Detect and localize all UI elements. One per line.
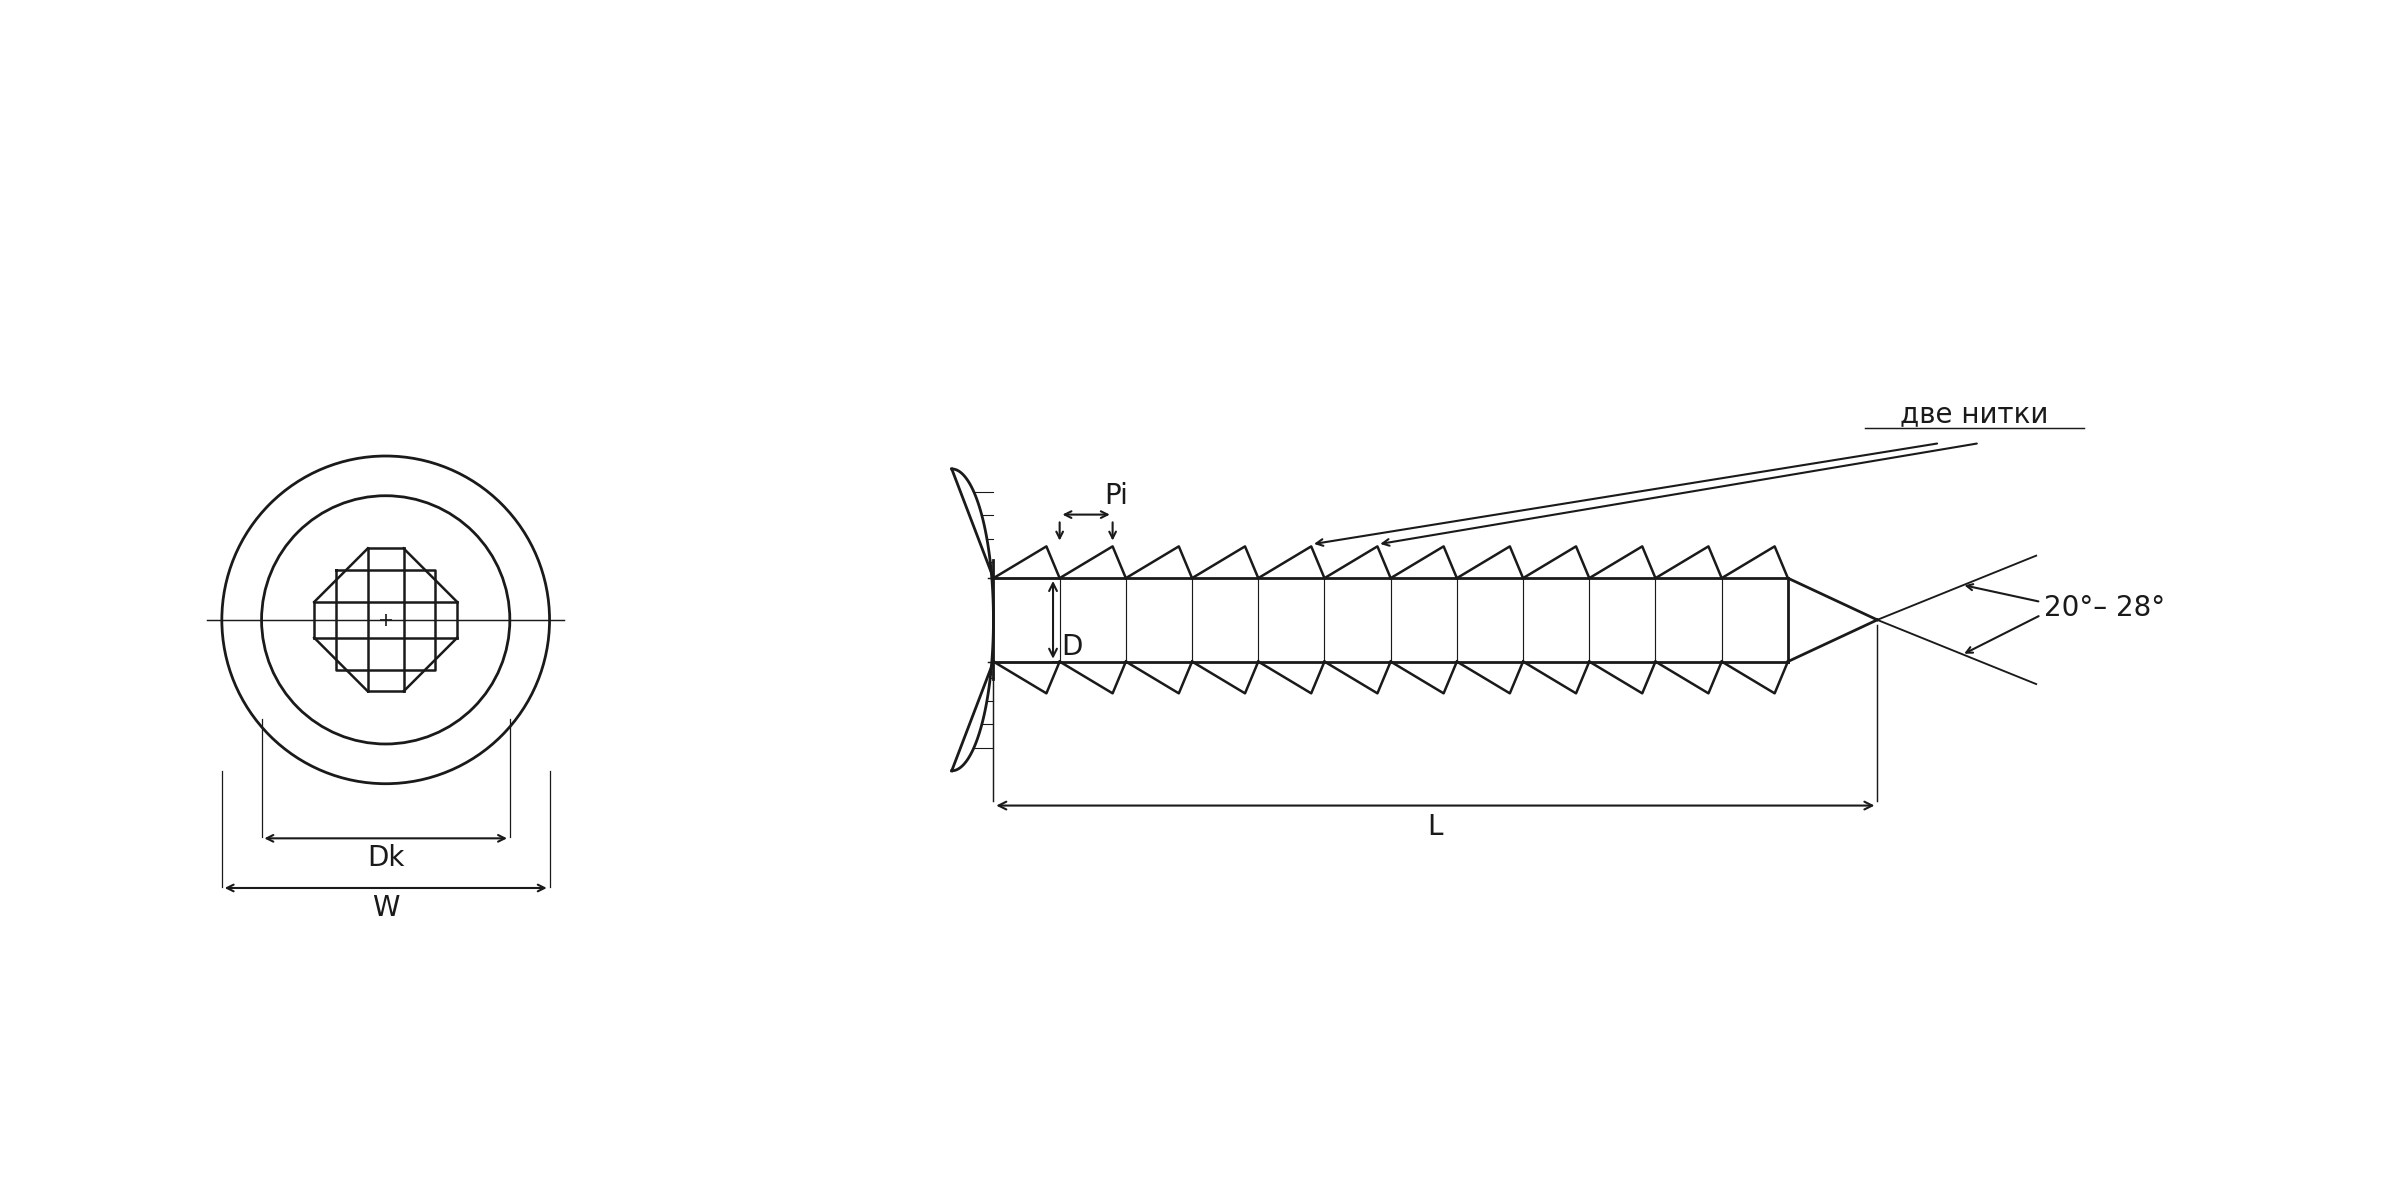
Text: L: L (1428, 812, 1442, 840)
Text: Pi: Pi (1104, 481, 1128, 510)
Text: две нитки: две нитки (1901, 401, 2050, 428)
Text: 20°– 28°: 20°– 28° (2045, 594, 2165, 622)
Text: W: W (372, 894, 398, 922)
Text: Dk: Dk (367, 845, 403, 872)
Text: D: D (1061, 632, 1082, 660)
